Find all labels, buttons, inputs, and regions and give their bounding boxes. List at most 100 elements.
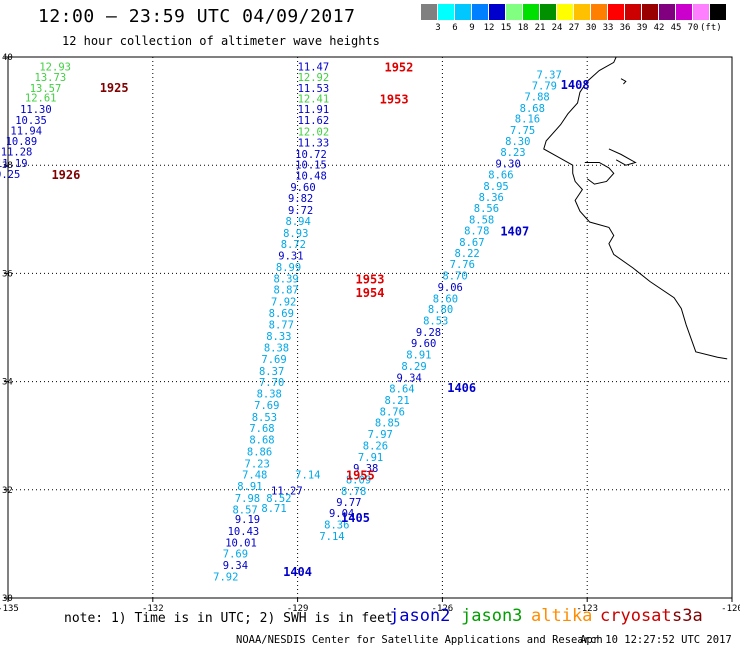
colorbar-swatch (693, 4, 709, 20)
wave-height-label: 12.93 (39, 62, 71, 74)
orbit-number-label: 1953 (356, 272, 385, 286)
orbit-number-label: 1407 (500, 225, 529, 239)
wave-height-label: 8.94 (286, 216, 311, 228)
colorbar-swatch (642, 4, 658, 20)
wave-height-label: 9.60 (290, 182, 315, 194)
colorbar-swatch (608, 4, 624, 20)
wave-height-label: 11.62 (298, 115, 330, 127)
colorbar-label: 70 (687, 23, 699, 33)
colorbar-swatch (676, 4, 692, 20)
map-frame (7, 56, 733, 599)
wave-height-label: 8.30 (505, 136, 530, 148)
wave-height-label: 9.06 (438, 282, 463, 294)
colorbar-label: 42 (653, 23, 665, 33)
wave-height-label: 9.72 (288, 205, 313, 217)
wave-height-label: 9.28 (416, 327, 441, 339)
wave-height-label: 7.69 (261, 354, 286, 366)
wave-height-label: 11.91 (298, 104, 330, 116)
wave-height-label: 10.89 (6, 136, 38, 148)
legend-jason2: jason2 (389, 606, 451, 626)
orbit-number-label: 1404 (283, 565, 312, 579)
wave-height-label: 11.28 (1, 147, 33, 159)
colorbar-swatch (523, 4, 539, 20)
wave-height-label: 7.98 (235, 493, 260, 505)
wave-height-label: 8.68 (520, 103, 545, 115)
wave-height-label: 10.43 (228, 526, 260, 538)
colorbar-swatch (659, 4, 675, 20)
wave-height-label: 10.35 (15, 115, 47, 127)
wave-height-label: 9.34 (397, 372, 422, 384)
colorbar-label: 3 (435, 23, 441, 33)
lat-tick-label: 36 (2, 269, 13, 279)
colorbar-label: 36 (619, 23, 631, 33)
map-title: 12:00 – 23:59 UTC 04/09/2017 (38, 6, 356, 27)
wave-height-label: 10.15 (295, 160, 327, 172)
wave-height-label: 8.56 (474, 203, 499, 215)
legend-s3a: s3a (672, 606, 703, 626)
wave-height-label: 8.53 (423, 315, 448, 327)
wave-height-label: 7.97 (368, 429, 393, 441)
wave-height-label: 8.22 (454, 248, 479, 260)
colorbar-swatch (421, 4, 437, 20)
orbit-number-label: 1408 (561, 78, 590, 92)
wave-height-label: 7.37 (537, 69, 562, 81)
colorbar-label: 6 (452, 23, 458, 33)
wave-height-label: 8.29 (401, 361, 426, 373)
legend-altika: altika (531, 606, 593, 626)
lon-tick-label: -120 (721, 604, 740, 614)
wave-height-label: 12.61 (25, 93, 57, 105)
wave-height-label: 10.48 (295, 170, 327, 182)
wave-height-label: 8.26 (363, 440, 388, 452)
wave-height-label: 7.48 (242, 470, 267, 482)
wave-height-label: 7.75 (510, 125, 535, 137)
wave-height-label: 8.23 (500, 147, 525, 159)
colorbar-swatch (710, 4, 726, 20)
wave-height-label: 8.72 (281, 239, 306, 251)
wave-height-label: 8.67 (459, 237, 484, 249)
legend-jason3: jason3 (461, 606, 523, 626)
wave-height-label: 8.09 (346, 475, 371, 487)
wave-height-label: 7.70 (259, 377, 284, 389)
wave-height-label: 9.30 (495, 159, 520, 171)
wave-height-label: 9.19 (235, 514, 260, 526)
orbit-number-label: 1955 (346, 469, 375, 483)
wave-height-label: 7.68 (249, 423, 274, 435)
wave-height-label: 7.79 (532, 81, 557, 93)
wave-height-label: 8.52 (266, 493, 291, 505)
map-subtitle: 12 hour collection of altimeter wave hei… (62, 34, 380, 48)
orbit-number-label: 1952 (384, 61, 413, 75)
wave-height-label: 11.30 (20, 104, 52, 116)
wave-height-label: 9.34 (223, 560, 248, 572)
wave-height-label: 8.77 (269, 319, 294, 331)
wave-height-label: 8.38 (257, 389, 282, 401)
orbit-number-label: 1925 (100, 81, 129, 95)
wave-height-label: 8.95 (483, 181, 508, 193)
colorbar-swatch (506, 4, 522, 20)
wave-height-label: 7.92 (271, 297, 296, 309)
wave-height-label: 8.16 (515, 114, 540, 126)
wave-height-label: 7.14 (295, 470, 320, 482)
wave-height-label: 11.47 (298, 62, 330, 74)
colorbar-label: 15 (500, 23, 512, 33)
wave-height-label: 8.87 (273, 285, 298, 297)
wave-height-label: 7.88 (524, 91, 549, 103)
colorbar-label: 18 (517, 23, 529, 33)
source-credit: NOAA/NESDIS Center for Satellite Applica… (236, 634, 603, 646)
wave-height-label: 12.41 (298, 94, 330, 106)
legend-cryosat: cryosat (600, 606, 672, 626)
wave-height-label: 8.91 (406, 350, 431, 362)
colorbar-swatch (540, 4, 556, 20)
wave-height-label: 9.38 (353, 463, 378, 475)
wave-height-label: 7.69 (223, 549, 248, 561)
wave-height-label: 10.01 (225, 537, 257, 549)
wave-height-label: 9.04 (329, 508, 354, 520)
colorbar-swatch (591, 4, 607, 20)
wave-height-label: 8.99 (276, 262, 301, 274)
wave-height-label: 8.68 (249, 434, 274, 446)
wave-height-label: 11.19 (0, 158, 28, 170)
footnote: note: 1) Time is in UTC; 2) SWH is in fe… (64, 611, 393, 626)
colorbar-swatch (557, 4, 573, 20)
orbit-number-label: 1926 (51, 168, 80, 182)
